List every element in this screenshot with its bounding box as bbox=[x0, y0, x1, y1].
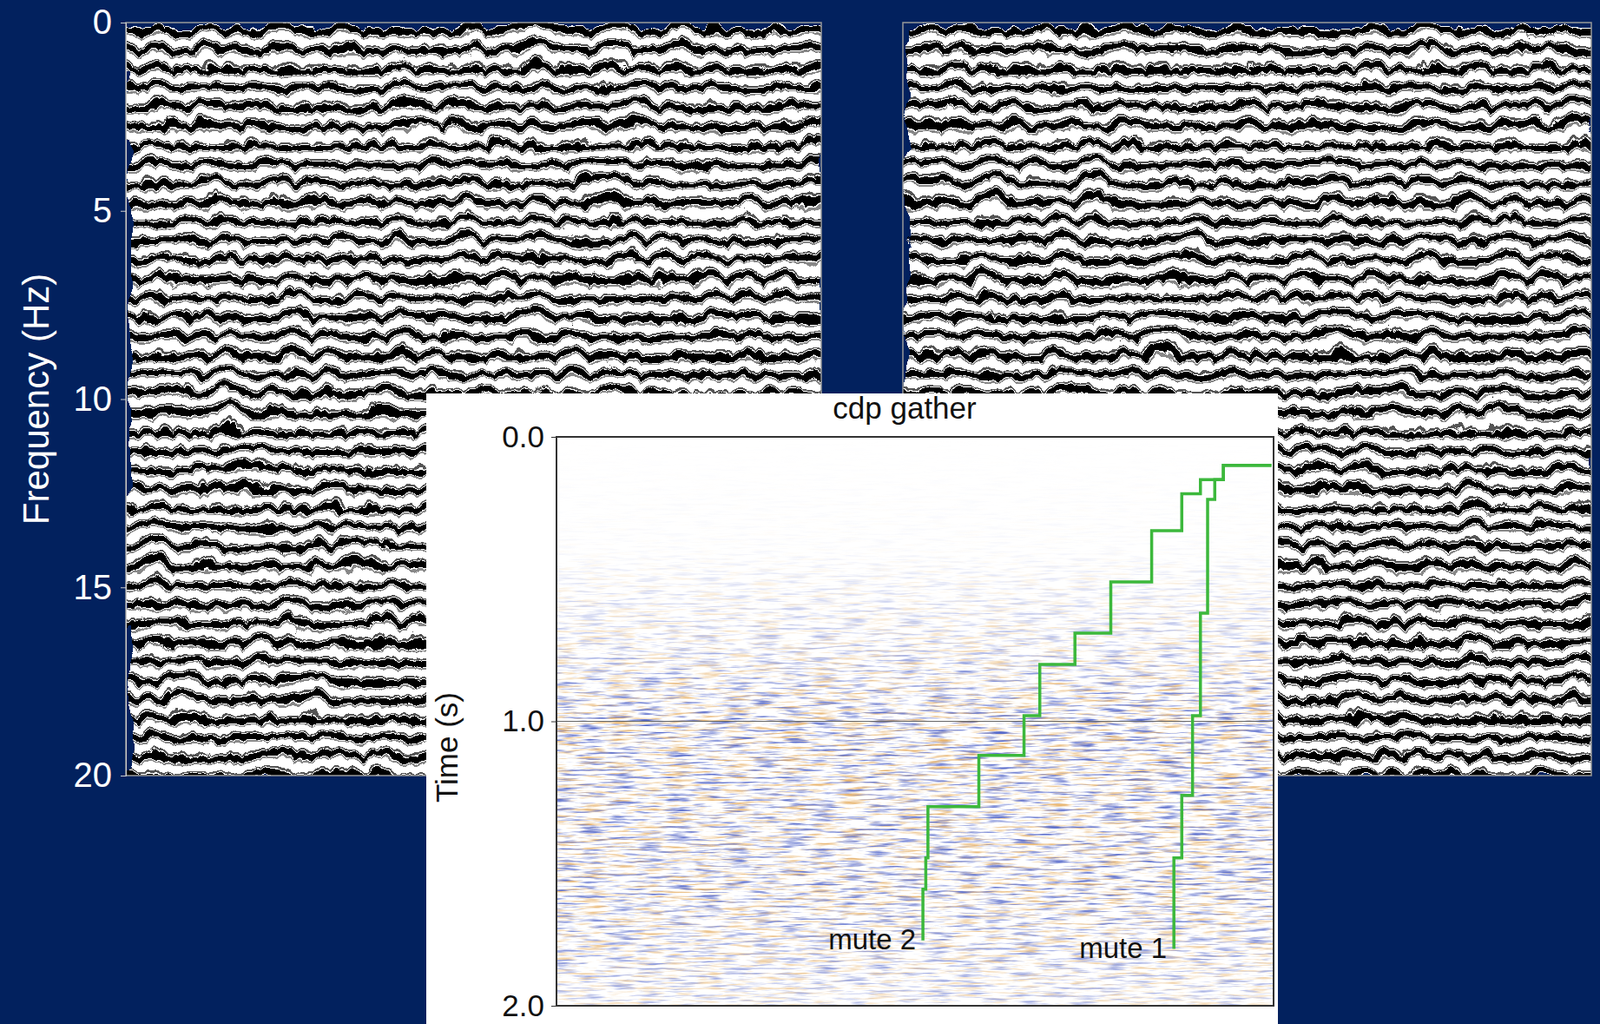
line-label: mute 1 bbox=[1079, 931, 1167, 964]
plot-frame bbox=[556, 436, 1274, 1006]
background bbox=[0, 0, 1600, 1024]
time-axis: 0.0 1.0 2.0 bbox=[501, 419, 557, 1022]
figure: 0 5 10 15 20 Frequency (Hz) mute 2 mute 1 0.0 1.0… bbox=[0, 0, 1600, 1024]
tick-label: 10 bbox=[73, 379, 113, 418]
tick-mark bbox=[551, 1005, 557, 1007]
tick: 0.0 bbox=[501, 419, 557, 454]
axis-line bbox=[551, 437, 558, 1007]
axis-line bbox=[120, 23, 127, 777]
tick-mark bbox=[120, 22, 126, 24]
tick-label: 0.0 bbox=[501, 419, 545, 454]
tick-mark bbox=[551, 436, 557, 438]
gather-traces bbox=[556, 436, 1274, 1006]
mute-line bbox=[922, 465, 1271, 941]
tick: 2.0 bbox=[501, 987, 557, 1022]
tick-mark bbox=[120, 210, 126, 212]
tick: 5 bbox=[92, 190, 126, 230]
tick-mark bbox=[551, 721, 557, 723]
tick: 10 bbox=[73, 379, 127, 418]
tick: 1.0 bbox=[501, 703, 557, 738]
chart-title: cdp gather bbox=[832, 390, 977, 425]
tick-label: 15 bbox=[73, 567, 113, 606]
axis-title: Time (s) bbox=[429, 691, 464, 803]
mute-line bbox=[1173, 465, 1271, 949]
axis-title: Frequency (Hz) bbox=[15, 273, 57, 525]
seismic-noise bbox=[556, 436, 1274, 1006]
grid-line bbox=[556, 720, 1274, 722]
tick-label: 20 bbox=[73, 755, 113, 794]
seismic-noise bbox=[556, 436, 1274, 1006]
tick: 0 bbox=[92, 2, 126, 41]
tick: 15 bbox=[73, 567, 127, 606]
tick-label: 0 bbox=[92, 2, 112, 41]
line-label: mute 2 bbox=[828, 922, 916, 955]
frequency-axis: 0 5 10 15 20 bbox=[73, 2, 127, 794]
tick-label: 1.0 bbox=[501, 703, 545, 738]
tick-label: 2.0 bbox=[501, 987, 545, 1022]
tick-mark bbox=[120, 775, 126, 777]
tick-label: 5 bbox=[92, 190, 112, 230]
tick-mark bbox=[120, 399, 126, 401]
tick-mark bbox=[120, 586, 126, 588]
tick: 20 bbox=[73, 755, 127, 794]
mute-lines bbox=[922, 465, 1271, 949]
gather-panel bbox=[426, 393, 1278, 1024]
